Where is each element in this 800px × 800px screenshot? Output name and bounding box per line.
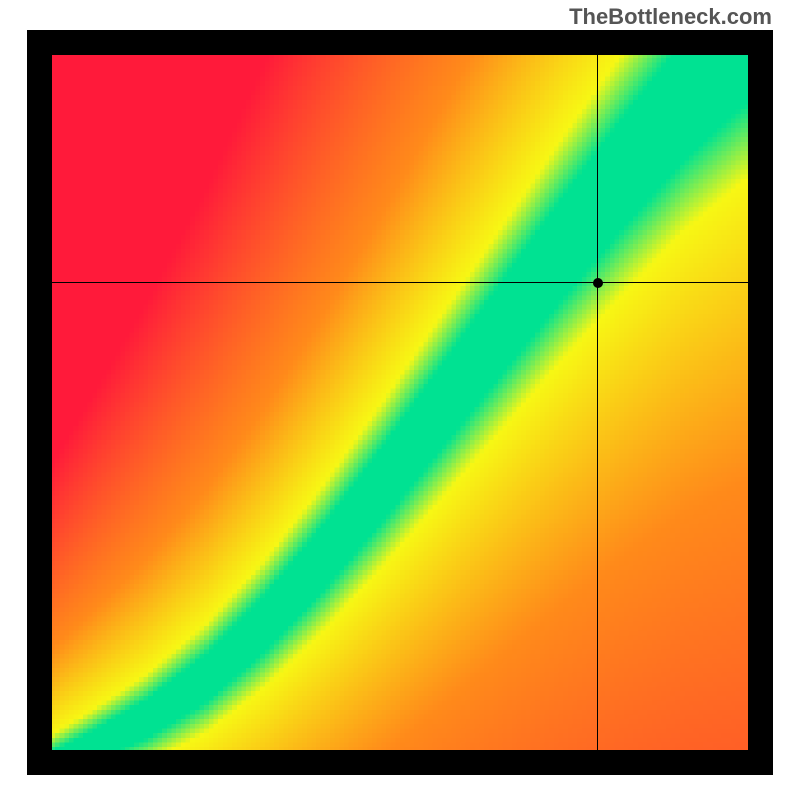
- watermark-text: TheBottleneck.com: [569, 4, 772, 30]
- chart-container: TheBottleneck.com: [0, 0, 800, 800]
- crosshair-marker: [593, 278, 603, 288]
- bottleneck-heatmap: [27, 30, 773, 775]
- crosshair-vertical: [597, 55, 598, 750]
- crosshair-horizontal: [52, 282, 748, 283]
